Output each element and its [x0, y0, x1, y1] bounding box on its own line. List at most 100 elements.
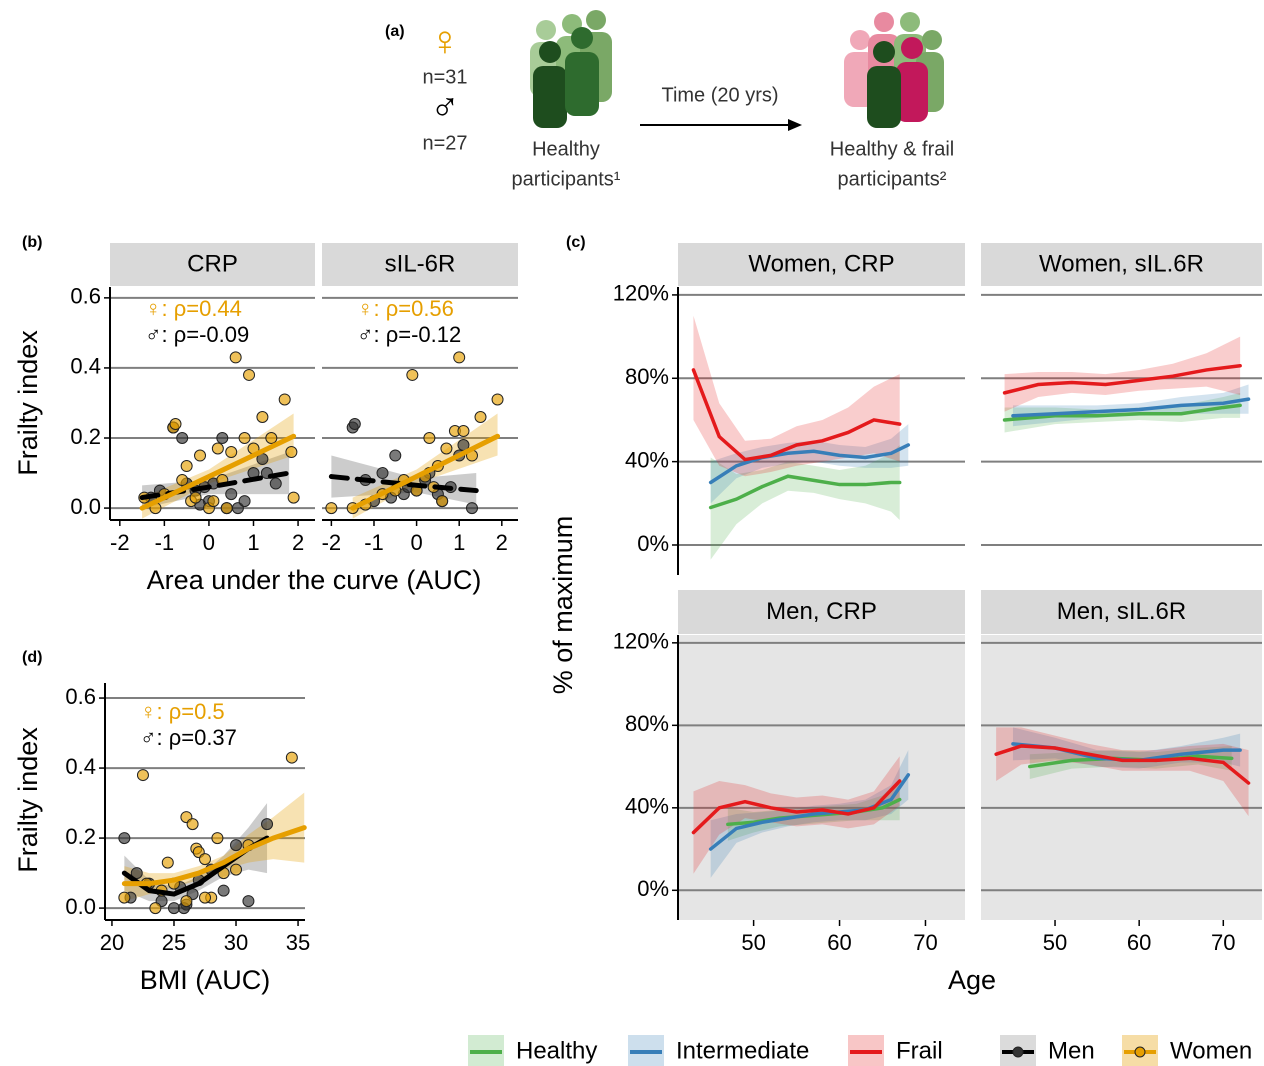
- fit-line: [350, 433, 501, 511]
- point: [225, 488, 238, 501]
- x-tick-label: 1: [453, 530, 465, 555]
- fit-line: [691, 779, 902, 835]
- point: [348, 417, 361, 430]
- annotation: ♂: ρ=-0.12: [357, 322, 461, 347]
- point: [278, 393, 291, 406]
- x-tick-label: -2: [110, 530, 130, 555]
- point: [242, 895, 255, 908]
- y-tick-label: 80%: [625, 711, 669, 736]
- strip: [981, 590, 1262, 634]
- start-label: Healthy: [532, 138, 600, 160]
- x-axis-title: BMI (AUC): [140, 965, 271, 995]
- y-tick-label: 40%: [625, 794, 669, 819]
- panel-a: (a) ♀ n=31 ♂ n=27 Healthy participants¹ …: [385, 10, 954, 190]
- y-axis-title: Frailty index: [13, 330, 43, 476]
- x-axis-title: Area under the curve (AUC): [147, 565, 482, 595]
- male-count: n=27: [422, 132, 467, 154]
- strip: [981, 243, 1262, 286]
- point: [118, 891, 131, 904]
- strip-title: Women, CRP: [748, 250, 894, 277]
- point: [161, 856, 174, 869]
- legend-dot: [1134, 1046, 1146, 1058]
- point: [243, 368, 256, 381]
- y-axis-title: Frailty index: [13, 727, 43, 873]
- strip: [678, 243, 965, 286]
- y-tick-label: 0.6: [70, 284, 101, 309]
- female-count: n=31: [422, 66, 467, 88]
- point: [180, 460, 193, 473]
- strip-title: Men, sIL.6R: [1057, 598, 1186, 625]
- fit-line: [994, 744, 1251, 785]
- y-tick-label: 0.4: [65, 754, 96, 779]
- confidence-band: [710, 424, 909, 504]
- x-tick-label: 25: [162, 930, 186, 955]
- point: [167, 902, 180, 915]
- y-tick-label: 120%: [613, 629, 669, 654]
- point: [136, 769, 149, 782]
- fit-line: [1011, 397, 1251, 418]
- panel: Men, sIL.6R 50 60 70: [981, 590, 1262, 955]
- point: [176, 432, 189, 445]
- point: [194, 449, 207, 462]
- legend-label: Women: [1170, 1037, 1252, 1064]
- point: [465, 502, 478, 515]
- point: [211, 442, 224, 455]
- panel: Women, CRP (c) 0% 40% 80% 120% Age % of maximum: [548, 234, 996, 995]
- fit-line: [139, 470, 292, 501]
- point: [230, 863, 243, 876]
- point: [216, 432, 229, 445]
- point: [265, 432, 278, 445]
- y-tick-label: 40%: [625, 447, 669, 472]
- y-tick-label: 0%: [637, 876, 669, 901]
- x-tick-label: 50: [1043, 930, 1067, 955]
- point: [207, 495, 220, 508]
- fit-line: [1002, 364, 1242, 395]
- y-axis-title: % of maximum: [548, 516, 578, 695]
- x-tick-label: 70: [913, 930, 937, 955]
- x-tick-label: 60: [827, 930, 851, 955]
- strip: [322, 243, 518, 286]
- x-tick-label: 2: [292, 530, 304, 555]
- x-tick-label: 20: [100, 930, 124, 955]
- confidence-band: [124, 792, 305, 902]
- fit-line: [328, 474, 479, 494]
- mixed-people-icon: [844, 12, 944, 128]
- fit-line: [1002, 403, 1242, 422]
- point: [325, 502, 338, 515]
- x-tick-label: 30: [224, 930, 248, 955]
- y-tick-label: 0.6: [65, 684, 96, 709]
- fit-line: [708, 773, 911, 851]
- point: [220, 502, 233, 515]
- confidence-band: [710, 444, 900, 560]
- point: [186, 818, 199, 831]
- y-tick-label: 120%: [613, 281, 669, 306]
- point: [211, 832, 224, 845]
- annotation: ♂: ρ=0.37: [140, 725, 237, 750]
- panel-label: (a): [385, 23, 405, 40]
- point: [199, 853, 211, 866]
- point: [217, 884, 230, 897]
- legend-label: Intermediate: [676, 1037, 809, 1064]
- point: [287, 491, 300, 504]
- legend-dot: [1012, 1046, 1024, 1058]
- panel: CRP (b) 0.0 0.2 0.4 0.6 -2 -1 0 1 2 Area under the …: [13, 234, 481, 595]
- annotation: ♂: ρ=-0.09: [145, 322, 249, 347]
- point: [285, 751, 298, 764]
- fit-line: [139, 433, 297, 511]
- point: [423, 432, 436, 445]
- x-tick-label: 1: [247, 530, 259, 555]
- point: [238, 432, 251, 445]
- x-tick-label: -1: [364, 530, 384, 555]
- female-symbol: ♀: [429, 17, 461, 64]
- start-label: participants¹: [512, 168, 621, 190]
- panel: (d) 0.0 0.2 0.4 0.6 20 25 30 35 BMI (AUC) Frailty …: [13, 649, 310, 995]
- x-tick-label: 60: [1127, 930, 1151, 955]
- panel-background: [981, 635, 1262, 920]
- y-tick-label: 0.2: [70, 424, 101, 449]
- y-tick-label: 80%: [625, 364, 669, 389]
- point: [130, 867, 143, 880]
- point: [118, 832, 131, 845]
- point: [406, 368, 419, 381]
- point: [149, 902, 162, 915]
